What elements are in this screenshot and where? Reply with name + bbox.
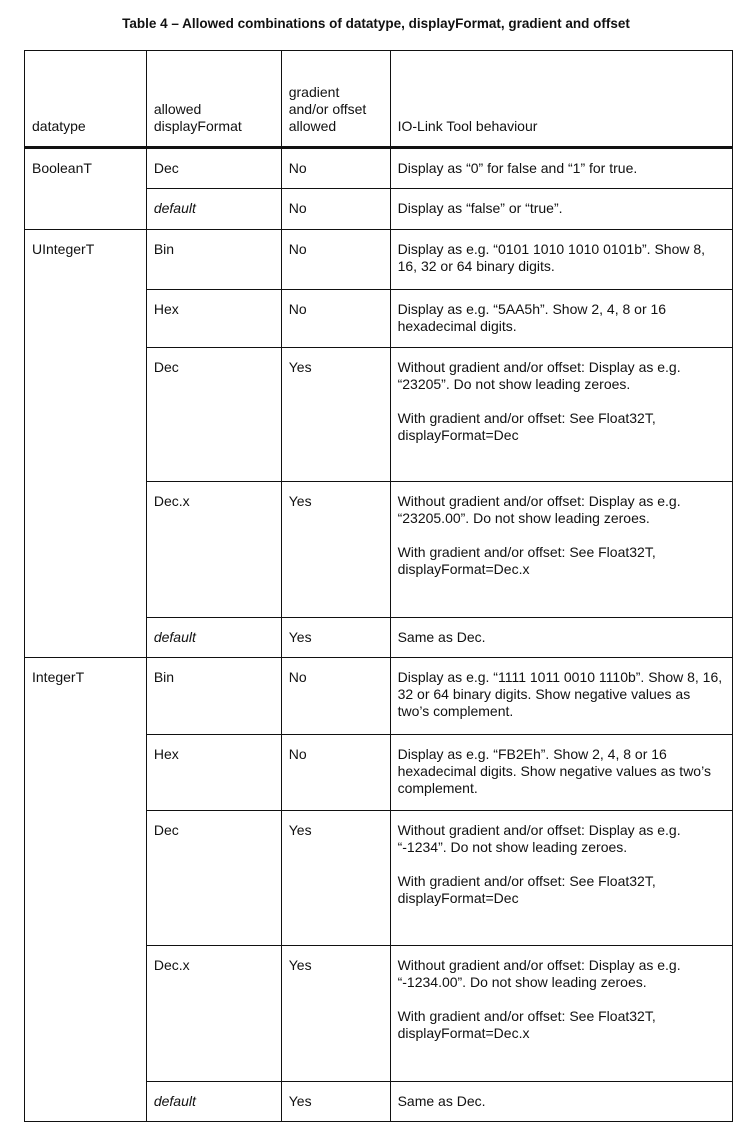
gradient-allowed-cell: Yes [280, 481, 391, 618]
gradient-allowed-cell: Yes [280, 810, 391, 946]
gradient-allowed-cell: No [280, 657, 391, 735]
table-row: BooleanT Dec No Display as “0” for false an… [24, 147, 734, 230]
gradient-allowed-cell: No [280, 289, 391, 348]
behaviour-cell: Display as e.g. “1111 1011 0010 1110b”. … [389, 657, 734, 735]
display-format-cell: Hex [145, 289, 282, 348]
behaviour-paragraph: With gradient and/or offset: See Float32… [397, 410, 656, 443]
behaviour-paragraph: Display as e.g. “5AA5h”. Show 2, 4, 8 or… [397, 301, 667, 334]
behaviour-cell: Display as e.g. “FB2Eh”. Show 2, 4, 8 or… [389, 734, 734, 811]
display-format-cell: Dec [145, 347, 282, 482]
behaviour-cell: Same as Dec. [389, 617, 734, 658]
behaviour-cell: Display as e.g. “5AA5h”. Show 2, 4, 8 or… [389, 289, 734, 348]
header-gradient-offset: gradient and/or offset allowed [280, 50, 391, 149]
behaviour-paragraph: With gradient and/or offset: See Float32… [397, 873, 656, 906]
gradient-allowed-cell: Yes [280, 617, 391, 658]
display-format-cell: default [145, 617, 282, 658]
behaviour-cell: Display as “false” or “true”. [389, 188, 734, 230]
gradient-allowed-cell: No [280, 229, 391, 290]
behaviour-cell: Without gradient and/or offset: Display … [389, 481, 734, 618]
behaviour-paragraph: Display as e.g. “0101 1010 1010 0101b”. … [397, 241, 706, 274]
datatype-cell: IntegerT [24, 657, 147, 1122]
table-row: default No Display as “false” or “true”. [25, 188, 734, 230]
display-format-cell: Hex [145, 734, 282, 811]
header-datatype: datatype [24, 50, 147, 149]
display-format-cell: Dec [145, 810, 282, 946]
header-display-format: allowed displayFormat [145, 50, 282, 149]
gradient-allowed-cell: Yes [280, 945, 391, 1082]
gradient-allowed-cell: Yes [280, 1081, 391, 1122]
behaviour-cell: Without gradient and/or offset: Display … [389, 347, 734, 482]
behaviour-cell: Without gradient and/or offset: Display … [389, 945, 734, 1082]
behaviour-paragraph: Display as e.g. “FB2Eh”. Show 2, 4, 8 or… [397, 746, 711, 796]
behaviour-paragraph: Without gradient and/or offset: Display … [397, 957, 681, 990]
gradient-allowed-cell: No [280, 734, 391, 811]
table-row: default Yes Same as Dec. [25, 617, 734, 658]
header-behaviour: IO-Link Tool behaviour [389, 50, 734, 149]
behaviour-paragraph: Without gradient and/or offset: Display … [397, 359, 681, 392]
table-row: Dec.x Yes Without gradient and/or offset: … [25, 945, 734, 1082]
display-format-cell: Bin [145, 229, 282, 290]
behaviour-paragraph: Display as “false” or “true”. [397, 200, 563, 216]
behaviour-paragraph: With gradient and/or offset: See Float32… [397, 544, 656, 577]
behaviour-cell: Display as “0” for false and “1” for tru… [389, 147, 734, 189]
display-format-cell: default [145, 1081, 282, 1122]
behaviour-cell: Same as Dec. [389, 1081, 734, 1122]
datatype-table: datatype allowed displayFormat gradient … [24, 50, 734, 1122]
table-row: Dec Yes Without gradient and/or offset: Di… [25, 810, 734, 946]
behaviour-paragraph: Display as e.g. “1111 1011 0010 1110b”. … [397, 669, 723, 719]
behaviour-paragraph: Same as Dec. [397, 629, 486, 645]
table-row: Dec.x Yes Without gradient and/or offset: … [25, 481, 734, 618]
behaviour-cell: Display as e.g. “0101 1010 1010 0101b”. … [389, 229, 734, 290]
table-row: default Yes Same as Dec. [25, 1081, 734, 1122]
table-row: Hex No Display as e.g. “FB2Eh”. Show 2, 4,… [25, 734, 734, 811]
table-row: UIntegerT Bin No Display as e.g. “0101 1010… [24, 229, 734, 658]
display-format-cell: Dec.x [145, 481, 282, 618]
table-caption: Table 4 – Allowed combinations of dataty… [122, 16, 630, 31]
behaviour-paragraph: Without gradient and/or offset: Display … [397, 822, 681, 855]
table-row: Hex No Display as e.g. “5AA5h”. Show 2, 4,… [25, 289, 734, 348]
behaviour-paragraph: Without gradient and/or offset: Display … [397, 493, 681, 526]
display-format-cell: Dec [145, 147, 282, 189]
behaviour-paragraph: Display as “0” for false and “1” for tru… [397, 160, 638, 176]
datatype-cell: BooleanT [24, 147, 147, 230]
behaviour-paragraph: Same as Dec. [397, 1093, 486, 1109]
display-format-cell: Bin [145, 657, 282, 735]
gradient-allowed-cell: Yes [280, 347, 391, 482]
gradient-allowed-cell: No [280, 188, 391, 230]
display-format-cell: default [145, 188, 282, 230]
table-row: IntegerT Bin No Display as e.g. “1111 1011 … [24, 657, 734, 1122]
behaviour-paragraph: With gradient and/or offset: See Float32… [397, 1008, 656, 1041]
gradient-allowed-cell: No [280, 147, 391, 189]
behaviour-cell: Without gradient and/or offset: Display … [389, 810, 734, 946]
datatype-cell: UIntegerT [24, 229, 147, 658]
header-row: datatype allowed displayFormat gradient … [24, 50, 734, 149]
display-format-cell: Dec.x [145, 945, 282, 1082]
